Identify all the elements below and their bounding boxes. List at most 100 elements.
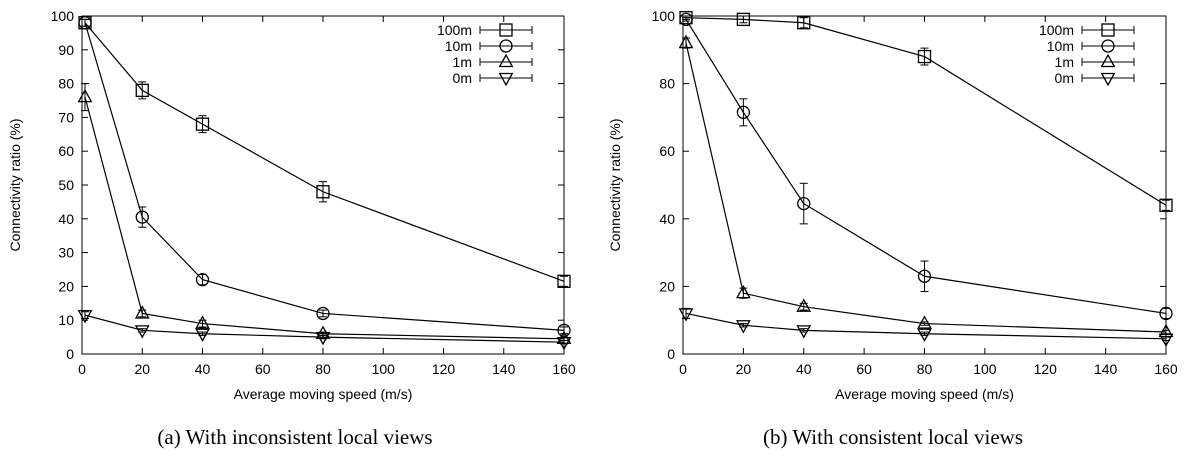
x-tick-label: 140 [1094, 361, 1118, 377]
data-point-0m [917, 328, 932, 342]
data-point-0m [134, 325, 150, 339]
x-tick-label: 140 [492, 361, 516, 377]
y-tick-label: 100 [652, 8, 676, 24]
x-tick-label: 100 [973, 361, 997, 377]
chart-panel-a: 0 20 40 60 80 100 120 140 160 0 10 20 30 40 50 60 70 80 90… [0, 0, 590, 468]
x-tick-label: 20 [736, 361, 752, 377]
x-tick-label: 120 [1034, 361, 1058, 377]
legend-marker-1m [1100, 53, 1116, 68]
x-tick-label: 20 [134, 361, 150, 377]
data-point-0m [77, 309, 93, 324]
y-tick-label: 10 [58, 312, 74, 328]
data-point-10m [195, 272, 210, 287]
legend-marker-0m [498, 72, 514, 87]
y-tick-label: 0 [667, 346, 675, 362]
data-point-0m [796, 325, 812, 339]
data-point-0m [1158, 333, 1174, 348]
data-point-1m [678, 34, 694, 49]
data-point-1m [1158, 323, 1174, 338]
x-tick-label: 160 [552, 361, 576, 377]
series-line-10m [84, 22, 565, 331]
series-line-1m [84, 96, 565, 340]
series-line-1m [685, 42, 1167, 333]
x-tick-label: 60 [856, 361, 872, 377]
data-point-1m [134, 305, 150, 319]
data-point-10m [135, 210, 149, 224]
chart-a-svg: 0 20 40 60 80 100 120 140 160 0 10 20 30 40 50 60 70 80 90… [7, 8, 576, 402]
data-point-10m [736, 105, 751, 119]
data-point-0m [678, 308, 694, 322]
data-point-0m [556, 337, 572, 351]
y-tick-label: 60 [659, 143, 675, 159]
data-point-0m [315, 331, 331, 346]
data-point-100m [1159, 198, 1173, 212]
legend-marker-1m [498, 53, 514, 68]
series-line-10m [685, 19, 1167, 315]
legend-label: 0m [1055, 70, 1074, 86]
x-tick-label: 100 [372, 361, 396, 377]
data-point-10m [557, 323, 571, 337]
caption-b: (b) With consistent local views [762, 425, 1024, 449]
y-tick-label: 60 [58, 143, 74, 159]
legend-marker-10m [1101, 39, 1115, 53]
data-point-100m [135, 83, 149, 98]
x-tick-label: 80 [917, 361, 933, 377]
series-1m [77, 83, 572, 344]
x-axis-label: Average moving speed (m/s) [835, 386, 1014, 402]
data-point-0m [195, 328, 210, 342]
y-tick-label: 70 [58, 109, 74, 125]
data-point-100m [917, 49, 932, 64]
y-tick-label: 20 [659, 278, 675, 294]
series-10m [679, 12, 1173, 321]
data-point-1m [796, 298, 812, 312]
series-10m [78, 16, 571, 337]
data-point-10m [78, 16, 92, 30]
y-tick-label: 0 [66, 346, 74, 362]
y-tick-label: 90 [58, 42, 74, 58]
chart-b-svg: 0 20 40 60 80 100 120 140 160 0 20 40 60 80 100 Average… [607, 8, 1178, 402]
data-point-100m [195, 117, 210, 131]
data-point-100m [797, 16, 811, 30]
data-point-100m [736, 12, 751, 27]
y-tick-label: 30 [58, 245, 74, 261]
data-point-100m [316, 185, 330, 199]
y-tick-label: 40 [659, 211, 675, 227]
legend-label: 1m [1055, 54, 1074, 70]
x-tick-label: 40 [796, 361, 812, 377]
caption-a: (a) With inconsistent local views [157, 425, 433, 449]
legend-label: 1m [453, 54, 472, 70]
x-tick-label: 40 [195, 361, 211, 377]
y-tick-label: 80 [58, 76, 74, 92]
y-tick-label: 80 [659, 76, 675, 92]
x-tick-label: 160 [1154, 361, 1178, 377]
chart-panel-b: 0 20 40 60 80 100 120 140 160 0 20 40 60 80 100 Average… [598, 0, 1188, 468]
data-point-10m [1159, 306, 1173, 321]
x-tick-label: 60 [255, 361, 271, 377]
data-point-1m [77, 88, 93, 103]
x-axis-label: Average moving speed (m/s) [234, 386, 413, 402]
data-point-10m [797, 196, 811, 211]
legend-label: 10m [445, 38, 472, 54]
data-point-10m [917, 269, 932, 283]
legend-marker-10m [499, 39, 513, 53]
series-100m [679, 11, 1173, 212]
legend-label: 0m [453, 70, 472, 86]
legend-marker-100m [499, 23, 513, 37]
series-0m [77, 309, 572, 351]
data-point-1m [735, 284, 751, 299]
x-tick-label: 0 [78, 361, 86, 377]
y-axis-label: Connectivity ratio (%) [607, 118, 623, 251]
data-point-1m [917, 315, 932, 329]
data-point-1m [195, 315, 210, 329]
legend-label: 10m [1047, 38, 1074, 54]
y-tick-label: 20 [58, 278, 74, 294]
series-1m [678, 34, 1174, 338]
x-tick-label: 80 [315, 361, 331, 377]
data-point-10m [679, 12, 693, 27]
plot-frame [682, 15, 1167, 355]
series-100m [78, 16, 571, 288]
data-point-10m [316, 306, 330, 321]
y-tick-label: 50 [58, 177, 74, 193]
data-point-0m [735, 320, 751, 334]
y-axis-label: Connectivity ratio (%) [7, 118, 23, 251]
